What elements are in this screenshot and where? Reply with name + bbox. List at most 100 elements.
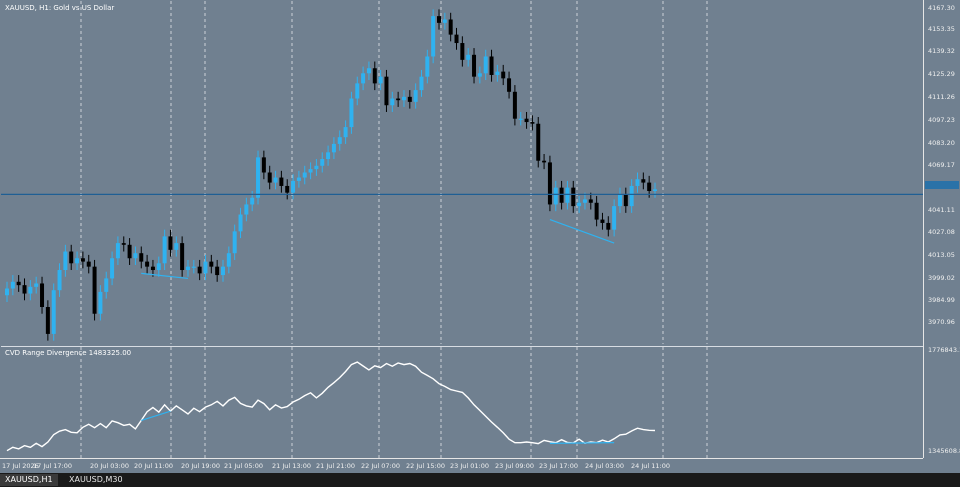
time-axis-label: 20 Jul 19:00	[181, 462, 220, 470]
tab-xauusd-m30[interactable]: XAUUSD,M30	[69, 475, 123, 484]
bull-candle	[577, 202, 582, 207]
time-axis-label: 20 Jul 11:00	[134, 462, 173, 470]
bear-candle	[80, 258, 85, 262]
bear-candle	[45, 307, 50, 334]
price-axis-label: 4139.32	[928, 47, 955, 55]
bull-candle	[518, 118, 523, 120]
time-axis-label: 23 Jul 01:00	[450, 462, 489, 470]
price-axis-label: 3984.99	[928, 296, 955, 304]
bull-candle	[629, 185, 634, 207]
bull-candle	[34, 283, 39, 287]
cvd-line	[6, 361, 656, 452]
bull-candle	[565, 187, 570, 203]
bull-candle	[401, 96, 406, 101]
bull-candle	[51, 290, 56, 334]
price-divergence-line	[549, 219, 615, 244]
bear-candle	[215, 266, 220, 276]
bull-candle	[185, 266, 190, 271]
bull-candle	[57, 270, 62, 291]
time-axis-label: 21 Jul 21:00	[316, 462, 355, 470]
bear-candle	[22, 285, 27, 294]
bull-candle	[273, 177, 278, 183]
bear-candle	[542, 160, 547, 163]
bear-candle	[180, 243, 185, 271]
bull-candle	[366, 68, 371, 74]
time-axis-label: 21 Jul 13:00	[272, 462, 311, 470]
time-axis-label: 23 Jul 17:00	[539, 462, 578, 470]
bull-candle	[326, 152, 331, 160]
time-axis[interactable]: 17 Jul 2026 17 Jul 17:00 20 Jul 03:00 20 Ju…	[0, 458, 923, 474]
bear-candle	[407, 96, 412, 102]
bear-candle	[121, 243, 126, 245]
bear-candle	[536, 123, 541, 161]
indicator-pane[interactable]: CVD Range Divergence 1483325.00	[1, 346, 923, 458]
bull-candle	[617, 194, 622, 207]
bear-candle	[600, 219, 605, 223]
cvd-divergence-line	[141, 410, 171, 421]
bull-candle	[419, 76, 424, 91]
price-axis-label: 4125.29	[928, 70, 955, 78]
bull-candle	[296, 177, 301, 181]
bear-candle	[547, 162, 552, 205]
bear-candle	[623, 194, 628, 207]
bear-candle	[145, 261, 150, 267]
bull-candle	[5, 288, 9, 296]
bull-candle	[156, 263, 161, 271]
bull-candle	[104, 278, 109, 292]
bull-candle	[133, 253, 138, 259]
tab-xauusd-h1[interactable]: XAUUSD,H1	[0, 474, 58, 486]
bear-candle	[69, 251, 74, 264]
time-axis-label: 23 Jul 09:00	[495, 462, 534, 470]
candlestick-chart	[1, 1, 923, 344]
bear-candle	[641, 179, 646, 183]
bull-candle	[75, 258, 80, 264]
bid-price-tag	[925, 181, 959, 189]
bull-candle	[378, 76, 383, 84]
bear-candle	[437, 16, 441, 23]
price-axis-label: 4153.35	[928, 25, 955, 33]
bear-candle	[507, 78, 512, 92]
time-axis-label: 22 Jul 07:00	[361, 462, 400, 470]
chart-tab-bar: XAUUSD,H1 XAUUSD,M30	[0, 473, 960, 487]
bull-candle	[413, 90, 418, 102]
bear-candle	[197, 266, 202, 274]
bull-candle	[256, 157, 261, 198]
bear-candle	[261, 157, 266, 173]
bear-candle	[647, 182, 652, 191]
bull-candle	[250, 197, 255, 205]
price-axis-label: 3999.02	[928, 274, 955, 282]
bear-candle	[594, 202, 599, 220]
price-chart-pane[interactable]: XAUUSD, H1: Gold vs US Dollar	[1, 1, 923, 344]
bull-candle	[238, 214, 243, 232]
time-axis-label: 22 Jul 15:00	[406, 462, 445, 470]
bull-candle	[191, 266, 196, 268]
bear-candle	[384, 76, 389, 106]
price-axis-label: 4097.23	[928, 116, 955, 124]
bear-candle	[285, 185, 290, 193]
bull-candle	[28, 286, 33, 294]
bull-candle	[331, 143, 336, 153]
bear-candle	[512, 91, 517, 119]
bear-candle	[396, 98, 401, 101]
price-axis[interactable]: 4167.30 4153.35 4139.32 4125.29 4111.26 4097.…	[923, 0, 960, 345]
bear-candle	[267, 172, 272, 183]
bull-candle	[495, 71, 500, 75]
bear-candle	[489, 56, 494, 75]
bull-candle	[302, 172, 307, 178]
bear-candle	[454, 34, 459, 44]
indicator-axis-label: 1345608.84	[928, 447, 960, 455]
bear-candle	[559, 187, 564, 203]
bull-candle	[343, 127, 348, 138]
bear-candle	[150, 266, 155, 271]
chart-title: XAUUSD, H1: Gold vs US Dollar	[5, 4, 115, 12]
bull-candle	[612, 206, 617, 230]
bear-candle	[279, 177, 284, 186]
bull-candle	[63, 251, 68, 271]
price-axis-label: 4111.26	[928, 93, 955, 101]
bull-candle	[466, 54, 471, 60]
indicator-axis[interactable]: 1776843.16 1345608.84	[923, 345, 960, 458]
bear-candle	[448, 19, 453, 35]
bull-candle	[10, 281, 15, 289]
bull-candle	[115, 243, 120, 259]
